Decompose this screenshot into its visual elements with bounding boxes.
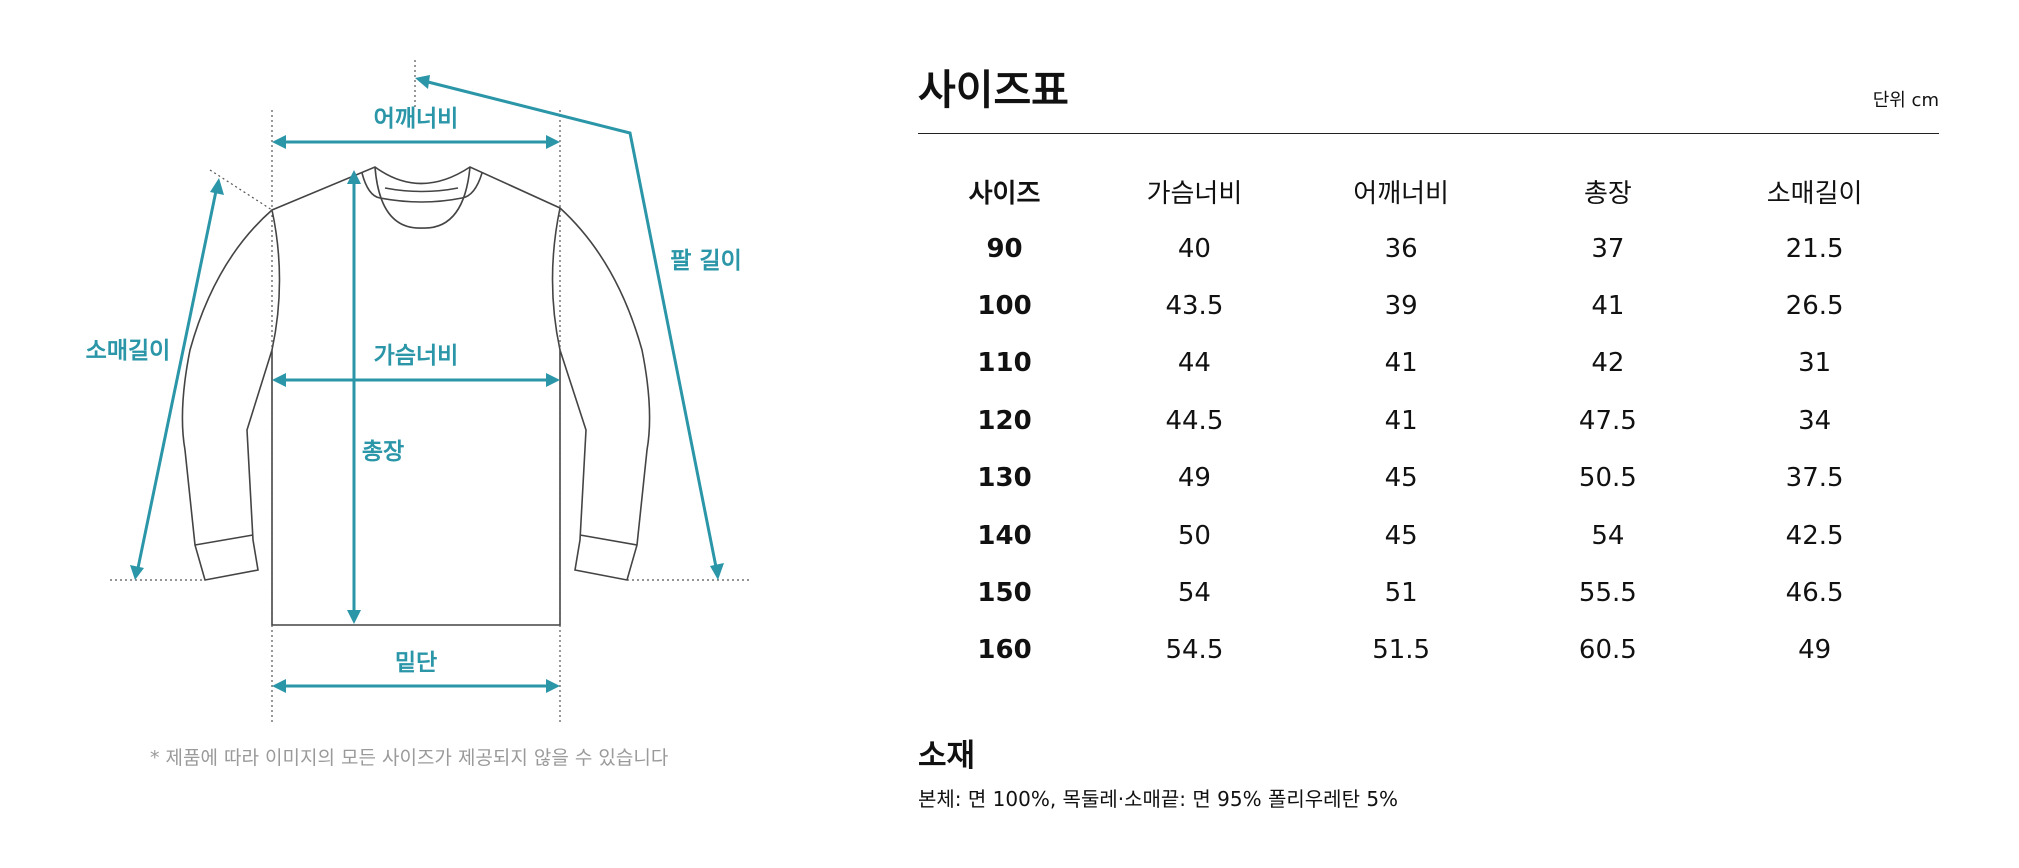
table-row: 90 40 36 37 21.5 <box>918 220 1918 277</box>
shoulder-cell: 39 <box>1384 291 1418 322</box>
length-cell: 50.5 <box>1578 463 1637 494</box>
size-cell: 120 <box>977 405 1032 436</box>
table-row: 120 44.5 41 47.5 34 <box>918 392 1918 449</box>
sleeve-cell: 34 <box>1798 405 1832 436</box>
shoulder-cell: 51.5 <box>1372 635 1431 666</box>
total-length-label: 총장 <box>362 439 404 465</box>
header-length: 총장 <box>1583 178 1632 209</box>
shoulder-cell: 41 <box>1384 348 1418 379</box>
sleeve-cell: 42.5 <box>1785 520 1844 551</box>
size-table-header: 사이즈 가슴너비 어깨너비 총장 소매길이 <box>918 162 1918 220</box>
size-cell: 90 <box>986 233 1023 264</box>
chest-cell: 54.5 <box>1165 635 1224 666</box>
sleeve-cell: 31 <box>1798 348 1832 379</box>
size-chart-title: 사이즈표 <box>918 66 1069 114</box>
size-cell: 160 <box>977 635 1032 666</box>
table-row: 140 50 45 54 42.5 <box>918 507 1918 564</box>
sleeve-cell: 21.5 <box>1785 233 1844 264</box>
material-title: 소재 <box>918 738 976 774</box>
chest-label: 가슴너비 <box>374 343 459 369</box>
material-description: 본체: 면 100%, 목둘레·소매끝: 면 95% 폴리우레탄 5% <box>918 787 1399 811</box>
length-cell: 42 <box>1591 348 1625 379</box>
sleeve-cell: 37.5 <box>1785 463 1844 494</box>
header-shoulder: 어깨너비 <box>1353 178 1449 209</box>
disclaimer-note: * 제품에 따라 이미지의 모든 사이즈가 제공되지 않을 수 있습니다 <box>150 747 669 769</box>
measurement-arrowheads <box>130 75 724 693</box>
header-sleeve: 소매길이 <box>1766 178 1863 209</box>
chest-cell: 54 <box>1177 578 1211 609</box>
measurement-lines <box>136 80 718 688</box>
table-row: 130 49 45 50.5 37.5 <box>918 450 1918 507</box>
shoulder-cell: 41 <box>1384 405 1418 436</box>
sleeve-cell: 49 <box>1798 635 1832 666</box>
sleeve-length-label: 소매길이 <box>86 338 171 364</box>
sleeve-cell: 26.5 <box>1785 291 1844 322</box>
length-cell: 60.5 <box>1578 635 1637 666</box>
shirt-outline <box>181 166 651 626</box>
chest-cell: 44 <box>1177 348 1211 379</box>
garment-measurement-diagram: 어깨너비 팔 길이 소매길이 가슴너비 총장 밑단 <box>86 60 750 725</box>
length-cell: 54 <box>1591 520 1625 551</box>
chest-cell: 40 <box>1177 233 1211 264</box>
size-table: 사이즈 가슴너비 어깨너비 총장 소매길이 90 40 36 37 21.5 1… <box>918 162 1918 679</box>
chest-cell: 44.5 <box>1165 405 1224 436</box>
length-cell: 41 <box>1591 291 1625 322</box>
size-cell: 140 <box>977 520 1032 551</box>
arm-measure-line <box>427 80 718 568</box>
chest-cell: 43.5 <box>1165 291 1224 322</box>
sleeve-cell: 46.5 <box>1785 578 1844 609</box>
shoulder-cell: 45 <box>1384 520 1418 551</box>
size-cell: 150 <box>977 578 1032 609</box>
chest-cell: 49 <box>1177 463 1211 494</box>
size-cell: 130 <box>977 463 1032 494</box>
size-cell: 110 <box>977 348 1032 379</box>
table-row: 100 43.5 39 41 26.5 <box>918 277 1918 334</box>
length-cell: 55.5 <box>1578 578 1637 609</box>
arm-length-label: 팔 길이 <box>670 248 742 274</box>
guide-lines <box>110 60 750 725</box>
sleeve-measure-line <box>136 190 218 569</box>
shoulder-label: 어깨너비 <box>374 106 459 132</box>
shoulder-cell: 51 <box>1384 578 1418 609</box>
length-cell: 47.5 <box>1578 405 1637 436</box>
header-size: 사이즈 <box>968 178 1041 209</box>
shoulder-cell: 45 <box>1384 463 1418 494</box>
length-cell: 37 <box>1591 233 1625 264</box>
chest-cell: 50 <box>1177 520 1211 551</box>
size-cell: 100 <box>977 291 1032 322</box>
shoulder-cell: 36 <box>1384 233 1418 264</box>
unit-label: 단위 cm <box>1872 90 1939 111</box>
table-row: 110 44 41 42 31 <box>918 335 1918 392</box>
hem-label: 밑단 <box>395 650 437 676</box>
title-divider <box>918 133 1939 134</box>
header-chest: 가슴너비 <box>1146 178 1243 209</box>
table-row: 160 54.5 51.5 60.5 49 <box>918 622 1918 679</box>
table-row: 150 54 51 55.5 46.5 <box>918 564 1918 621</box>
